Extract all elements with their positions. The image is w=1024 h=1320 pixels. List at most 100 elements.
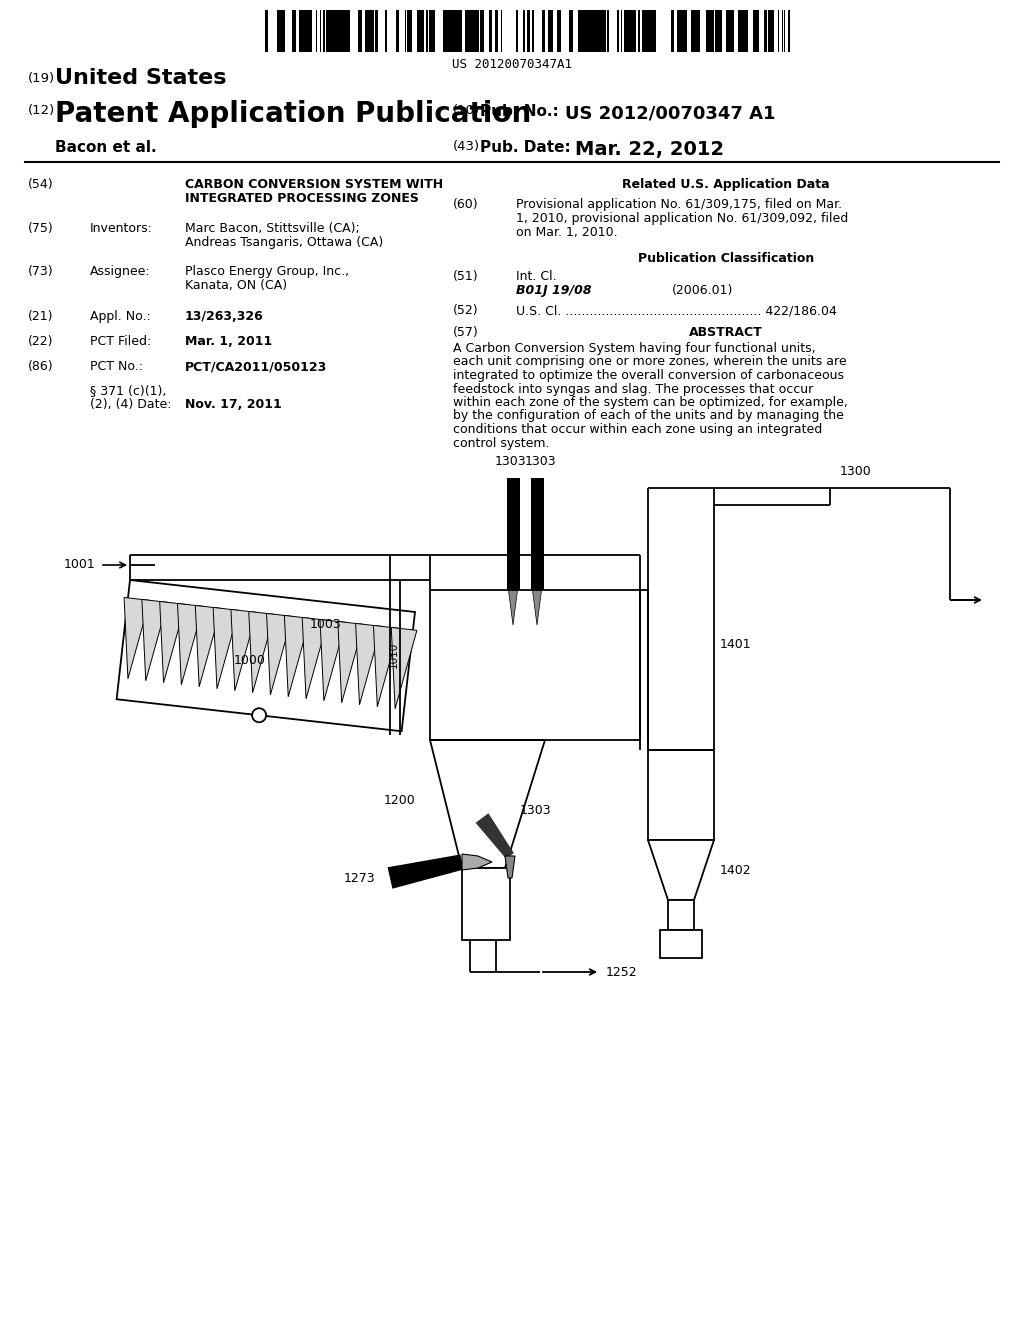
Bar bbox=[584, 11, 586, 51]
Text: Publication Classification: Publication Classification bbox=[638, 252, 814, 265]
Text: Appl. No.:: Appl. No.: bbox=[90, 310, 151, 323]
Bar bbox=[660, 931, 702, 958]
Text: 1300: 1300 bbox=[840, 465, 871, 478]
Text: (60): (60) bbox=[453, 198, 478, 211]
Text: US 2012/0070347 A1: US 2012/0070347 A1 bbox=[565, 104, 775, 121]
Bar bbox=[668, 900, 694, 931]
Text: within each zone of the system can be optimized, for example,: within each zone of the system can be op… bbox=[453, 396, 848, 409]
Bar bbox=[480, 11, 483, 51]
Text: § 371 (c)(1),: § 371 (c)(1), bbox=[90, 384, 166, 397]
Bar bbox=[559, 11, 561, 51]
Polygon shape bbox=[391, 627, 417, 709]
Text: CARBON CONVERSION SYSTEM WITH: CARBON CONVERSION SYSTEM WITH bbox=[185, 178, 443, 191]
Bar bbox=[419, 11, 421, 51]
Text: on Mar. 1, 2010.: on Mar. 1, 2010. bbox=[516, 226, 617, 239]
Text: 1003: 1003 bbox=[310, 619, 342, 631]
Text: Pub. Date:: Pub. Date: bbox=[480, 140, 570, 154]
Bar bbox=[341, 11, 343, 51]
Bar bbox=[648, 750, 714, 840]
Text: 1401: 1401 bbox=[720, 639, 752, 652]
Bar bbox=[593, 11, 598, 51]
Text: 1303: 1303 bbox=[520, 804, 552, 817]
Bar bbox=[432, 11, 435, 51]
Bar bbox=[458, 11, 460, 51]
Text: 1010: 1010 bbox=[389, 642, 399, 668]
Bar bbox=[469, 11, 471, 51]
Polygon shape bbox=[160, 602, 185, 682]
Bar bbox=[730, 11, 734, 51]
Bar bbox=[580, 11, 584, 51]
Text: 1000: 1000 bbox=[234, 653, 266, 667]
Text: United States: United States bbox=[55, 69, 226, 88]
Bar bbox=[489, 11, 492, 51]
Bar bbox=[417, 11, 419, 51]
Bar bbox=[347, 11, 350, 51]
Text: integrated to optimize the overall conversion of carbonaceous: integrated to optimize the overall conve… bbox=[453, 370, 844, 381]
Text: ABSTRACT: ABSTRACT bbox=[689, 326, 763, 339]
Polygon shape bbox=[462, 854, 492, 870]
Bar bbox=[715, 11, 719, 51]
Bar bbox=[644, 11, 649, 51]
Bar bbox=[462, 869, 510, 940]
Bar bbox=[550, 11, 552, 51]
Text: by the configuration of each of the units and by managing the: by the configuration of each of the unit… bbox=[453, 409, 844, 422]
Polygon shape bbox=[124, 598, 150, 678]
Bar bbox=[677, 11, 679, 51]
Text: Marc Bacon, Stittsville (CA);: Marc Bacon, Stittsville (CA); bbox=[185, 222, 359, 235]
Bar bbox=[385, 11, 387, 51]
Text: (21): (21) bbox=[28, 310, 53, 323]
Polygon shape bbox=[302, 618, 328, 698]
Bar bbox=[330, 11, 334, 51]
Bar bbox=[746, 11, 748, 51]
Polygon shape bbox=[507, 478, 519, 590]
Text: A Carbon Conversion System having four functional units,: A Carbon Conversion System having four f… bbox=[453, 342, 816, 355]
Polygon shape bbox=[249, 611, 274, 693]
Bar bbox=[283, 11, 285, 51]
Polygon shape bbox=[338, 622, 364, 702]
Circle shape bbox=[252, 709, 266, 722]
Text: (43): (43) bbox=[453, 140, 480, 153]
Text: Mar. 22, 2012: Mar. 22, 2012 bbox=[575, 140, 724, 158]
Bar bbox=[764, 11, 767, 51]
Bar bbox=[672, 11, 674, 51]
Polygon shape bbox=[231, 610, 257, 690]
Bar bbox=[726, 11, 728, 51]
Text: PCT/CA2011/050123: PCT/CA2011/050123 bbox=[185, 360, 328, 374]
Polygon shape bbox=[117, 579, 415, 731]
Bar bbox=[691, 11, 694, 51]
Bar bbox=[523, 11, 525, 51]
Text: (54): (54) bbox=[28, 178, 53, 191]
Bar bbox=[336, 11, 338, 51]
Bar bbox=[449, 11, 451, 51]
Text: US 20120070347A1: US 20120070347A1 bbox=[452, 58, 572, 71]
Bar bbox=[358, 11, 362, 51]
Bar bbox=[305, 11, 307, 51]
Text: 1252: 1252 bbox=[606, 965, 638, 978]
Text: 1402: 1402 bbox=[720, 863, 752, 876]
Text: Kanata, ON (CA): Kanata, ON (CA) bbox=[185, 279, 287, 292]
Text: 1303: 1303 bbox=[495, 455, 525, 469]
Bar bbox=[375, 11, 378, 51]
Bar bbox=[624, 11, 629, 51]
Polygon shape bbox=[213, 607, 239, 689]
Text: 1001: 1001 bbox=[63, 558, 95, 572]
Bar bbox=[471, 11, 476, 51]
Bar bbox=[697, 11, 699, 51]
Text: Pub. No.:: Pub. No.: bbox=[480, 104, 559, 119]
Bar bbox=[571, 11, 573, 51]
Polygon shape bbox=[196, 606, 221, 686]
Bar bbox=[753, 11, 757, 51]
Text: PCT No.:: PCT No.: bbox=[90, 360, 143, 374]
Polygon shape bbox=[532, 590, 542, 624]
Bar bbox=[679, 11, 683, 51]
Polygon shape bbox=[266, 614, 292, 694]
Polygon shape bbox=[388, 854, 464, 888]
Text: Assignee:: Assignee: bbox=[90, 265, 151, 279]
Text: Patent Application Publication: Patent Application Publication bbox=[55, 100, 531, 128]
Text: 1273: 1273 bbox=[343, 871, 375, 884]
Bar bbox=[649, 11, 651, 51]
Bar bbox=[772, 11, 774, 51]
Bar bbox=[328, 11, 330, 51]
Polygon shape bbox=[648, 840, 714, 900]
Bar bbox=[407, 11, 412, 51]
